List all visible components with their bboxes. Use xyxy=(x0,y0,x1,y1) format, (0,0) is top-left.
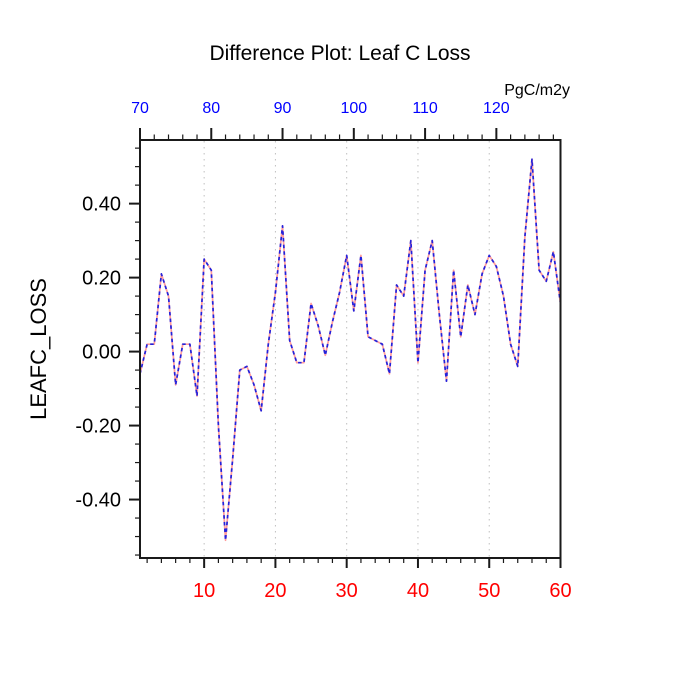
left-axis-tick-label: -0.40 xyxy=(75,490,121,512)
y-axis-title: LEAFC_LOSS xyxy=(26,278,51,420)
axis-tick-labels: 10 20 30 40 50 60 70 80 90 100 110 120 0.40 0.20 0.00 -… xyxy=(75,100,571,602)
top-axis-tick-label: 70 xyxy=(131,100,149,117)
left-axis-tick-label: 0.00 xyxy=(82,342,121,364)
top-axis-tick-label: 120 xyxy=(483,100,510,117)
bottom-axis-tick-label: 60 xyxy=(549,580,571,602)
bottom-axis-tick-label: 10 xyxy=(193,580,215,602)
top-axis-tick-label: 80 xyxy=(202,100,220,117)
top-axis-tick-label: 100 xyxy=(340,100,367,117)
bottom-axis-tick-label: 40 xyxy=(407,580,429,602)
top-axis-tick-label: 90 xyxy=(274,100,292,117)
gridlines xyxy=(203,141,490,557)
top-axis-tick-label: 110 xyxy=(412,100,438,117)
plot-frame xyxy=(139,139,562,559)
left-axis-tick-label: 0.40 xyxy=(82,194,121,216)
data-series-run-1-red-solid xyxy=(139,158,562,542)
data-curves xyxy=(139,158,562,542)
left-axis-tick-label: -0.20 xyxy=(75,416,121,438)
data-series-run-2-blue-dashed xyxy=(139,158,562,542)
bottom-axis-tick-label: 20 xyxy=(264,580,286,602)
bottom-axis-tick-label: 50 xyxy=(478,580,500,602)
top-axis-units-label: PgC/m2y xyxy=(504,82,570,99)
axis-ticks xyxy=(129,128,562,568)
plot-title: Difference Plot: Leaf C Loss xyxy=(209,42,470,65)
bottom-axis-tick-label: 30 xyxy=(336,580,358,602)
left-axis-tick-label: 0.20 xyxy=(82,268,121,290)
